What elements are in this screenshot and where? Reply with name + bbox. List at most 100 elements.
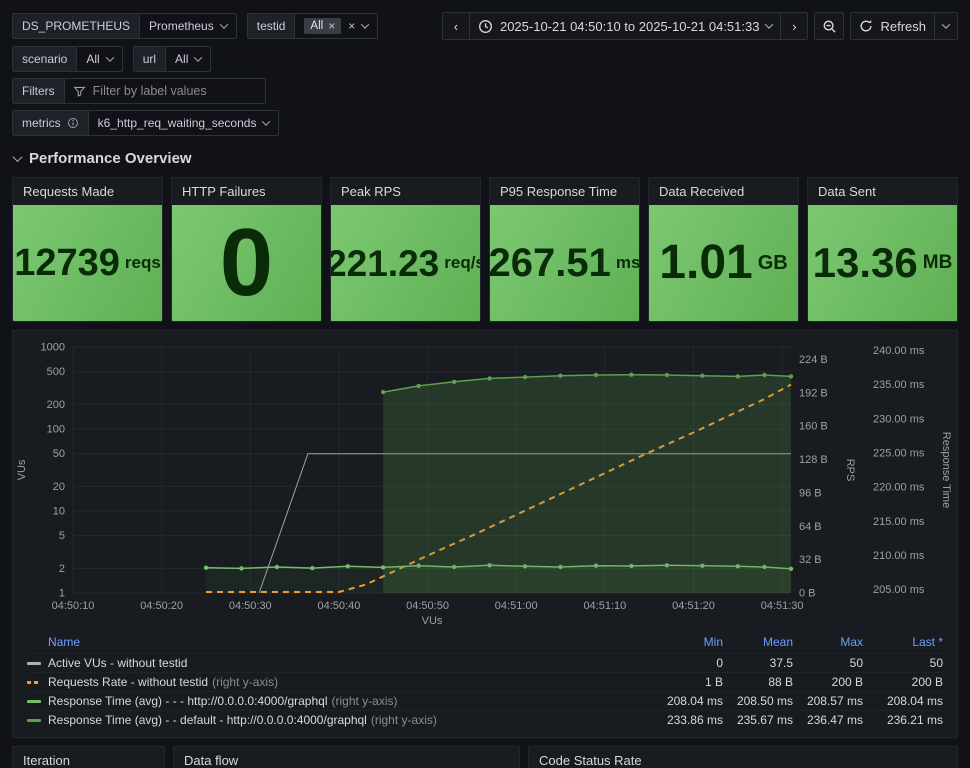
datasource-picker[interactable]: Prometheus xyxy=(139,13,237,39)
scenario-picker[interactable]: All xyxy=(76,46,123,72)
toolbar-row-3: Filters Filter by label values xyxy=(12,78,958,104)
series-mean-value: 88 B xyxy=(768,675,793,689)
series-color-swatch-icon xyxy=(27,661,41,665)
filters-placeholder: Filter by label values xyxy=(92,84,207,98)
svg-text:215.00 ms: 215.00 ms xyxy=(873,516,925,528)
legend-col-max[interactable]: Max xyxy=(840,635,863,649)
svg-text:240.00 ms: 240.00 ms xyxy=(873,345,925,357)
series-mean-value: 37.5 xyxy=(769,656,793,670)
clear-all-icon[interactable]: × xyxy=(348,19,356,33)
scenario-variable: scenario All xyxy=(12,46,123,72)
series-label: Active VUs - without testid xyxy=(48,656,188,670)
svg-text:VUs: VUs xyxy=(16,459,28,480)
stat-value: 267.51 xyxy=(489,241,611,285)
panel-iteration: Iteration xyxy=(12,746,165,768)
chip-close-icon[interactable]: × xyxy=(328,19,336,33)
stat-body: 221.23 req/s xyxy=(331,205,480,321)
section-performance-overview[interactable]: Performance Overview xyxy=(12,150,958,167)
series-label: Response Time (avg) - - default - http:/… xyxy=(48,713,367,727)
legend-col-name[interactable]: Name xyxy=(48,635,81,649)
svg-text:04:50:50: 04:50:50 xyxy=(406,600,449,612)
stat-panel-p95-response-time: P95 Response Time 267.51 ms xyxy=(489,177,640,322)
refresh-button[interactable]: Refresh xyxy=(850,12,935,40)
svg-text:04:50:40: 04:50:40 xyxy=(318,600,361,612)
series-axis-suffix: (right y-axis) xyxy=(370,713,437,727)
svg-text:04:51:10: 04:51:10 xyxy=(583,600,626,612)
time-shift-back-button[interactable]: ‹ xyxy=(441,12,470,40)
panel-title: HTTP Failures xyxy=(182,184,266,199)
stat-unit: ms xyxy=(615,253,640,272)
panel-title: Data flow xyxy=(184,753,239,768)
series-name: Active VUs - without testid xyxy=(27,656,653,670)
stat-body: 267.51 ms xyxy=(490,205,639,321)
svg-text:2: 2 xyxy=(59,563,65,575)
legend-col-last[interactable]: Last * xyxy=(912,635,943,649)
stat-panel-requests-made: Requests Made 12739 reqs xyxy=(12,177,163,322)
refresh-icon xyxy=(861,20,872,32)
stat-row: Requests Made 12739 reqs HTTP Failures 0… xyxy=(12,177,958,322)
testid-chip[interactable]: All × xyxy=(304,18,342,34)
legend-row[interactable]: Active VUs - without testid 0 37.5 50 50 xyxy=(27,653,943,672)
metrics-variable: metrics k6_http_req_waiting_seconds xyxy=(12,110,280,136)
chart-legend: Name Min Mean Max Last * Active VUs - wi… xyxy=(13,632,957,733)
panel-title: Data Sent xyxy=(818,184,876,199)
timeseries-panel: 1 2 5 10 20 50 100 200 500 1000 04:50:10 04:50:20 04… xyxy=(12,330,958,738)
svg-text:RPS: RPS xyxy=(844,459,856,482)
filters-variable: Filters Filter by label values xyxy=(12,78,266,104)
series-min-value: 233.86 ms xyxy=(666,713,723,727)
svg-text:04:50:30: 04:50:30 xyxy=(229,600,272,612)
timeseries-chart[interactable]: 1 2 5 10 20 50 100 200 500 1000 04:50:10 04:50:20 04… xyxy=(13,335,959,632)
svg-text:192 B: 192 B xyxy=(799,387,828,399)
chevron-down-icon xyxy=(765,20,774,29)
svg-text:04:51:30: 04:51:30 xyxy=(761,600,804,612)
legend-rows: Active VUs - without testid 0 37.5 50 50 Requ… xyxy=(27,653,943,729)
legend-row[interactable]: Response Time (avg) - - - http://0.0.0.0… xyxy=(27,691,943,710)
series-name: Response Time (avg) - - default - http:/… xyxy=(27,713,653,727)
time-shift-forward-button[interactable]: › xyxy=(780,12,809,40)
chevron-down-icon xyxy=(360,20,370,29)
svg-text:64 B: 64 B xyxy=(799,521,822,533)
time-range-picker[interactable]: 2025-10-21 04:50:10 to 2025-10-21 04:51:… xyxy=(468,12,782,40)
panel-title: Data Received xyxy=(659,184,745,199)
series-max-value: 50 xyxy=(849,656,863,670)
legend-row[interactable]: Requests Rate - without testid (right y-a… xyxy=(27,672,943,691)
series-max-value: 208.57 ms xyxy=(806,694,863,708)
panel-title: Iteration xyxy=(23,753,70,768)
testid-picker[interactable]: All × × xyxy=(294,13,379,39)
info-icon xyxy=(67,118,78,128)
series-last-value: 236.21 ms xyxy=(886,713,943,727)
svg-text:VUs: VUs xyxy=(422,615,443,627)
metrics-picker[interactable]: k6_http_req_waiting_seconds xyxy=(87,110,280,136)
series-min-value: 1 B xyxy=(704,675,723,689)
chevron-down-icon xyxy=(941,20,951,29)
url-picker[interactable]: All xyxy=(165,46,212,72)
testid-label: testid xyxy=(246,13,296,39)
series-axis-suffix: (right y-axis) xyxy=(212,675,279,689)
svg-text:225.00 ms: 225.00 ms xyxy=(873,447,925,459)
svg-text:Response Time: Response Time xyxy=(940,432,952,508)
series-min-value: 208.04 ms xyxy=(666,694,723,708)
filters-input[interactable]: Filter by label values xyxy=(63,78,266,104)
url-label: url xyxy=(132,46,167,72)
legend-col-mean[interactable]: Mean xyxy=(762,635,793,649)
series-name: Requests Rate - without testid (right y-a… xyxy=(27,675,653,689)
zoom-out-time-button[interactable] xyxy=(814,12,845,40)
refresh-interval-button[interactable] xyxy=(934,12,958,40)
legend-row[interactable]: Response Time (avg) - - default - http:/… xyxy=(27,710,943,729)
stat-value: 221.23 xyxy=(330,242,440,284)
svg-text:1000: 1000 xyxy=(41,342,65,354)
stat-body: 12739 reqs xyxy=(13,205,162,321)
svg-text:0 B: 0 B xyxy=(799,588,816,600)
panel-code-status-rate: Code Status Rate xyxy=(528,746,958,768)
stat-panel-data-received: Data Received 1.01 GB xyxy=(648,177,799,322)
svg-text:1: 1 xyxy=(59,588,65,600)
svg-text:50: 50 xyxy=(53,448,65,460)
testid-variable: testid All × × xyxy=(246,13,379,39)
toolbar-row-1: DS_PROMETHEUS Prometheus testid All × × … xyxy=(12,12,958,40)
series-label: Requests Rate - without testid xyxy=(48,675,209,689)
legend-col-min[interactable]: Min xyxy=(703,635,723,649)
panel-title: Peak RPS xyxy=(341,184,401,199)
toolbar-row-2: scenario All url All xyxy=(12,46,958,72)
chevron-down-icon xyxy=(262,117,271,126)
